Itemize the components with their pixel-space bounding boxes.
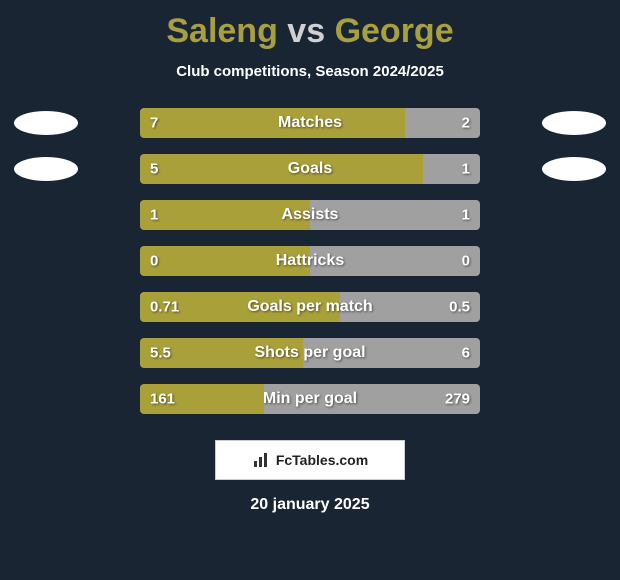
- team-logo-right: [542, 157, 606, 181]
- stat-label: Shots per goal: [140, 344, 480, 362]
- stats-rows-container: 7Matches25Goals11Assists10Hattricks00.71…: [0, 100, 620, 422]
- date-label: 20 january 2025: [0, 496, 620, 514]
- team-logo-right: [542, 111, 606, 135]
- stat-value-right: 6: [462, 345, 470, 362]
- vs-label: vs: [287, 12, 325, 50]
- stat-row: 0.71Goals per match0.5: [0, 284, 620, 330]
- stat-bar: 5Goals1: [140, 154, 480, 184]
- stat-bar: 161Min per goal279: [140, 384, 480, 414]
- credit-text: FcTables.com: [276, 452, 368, 468]
- stat-label: Matches: [140, 114, 480, 132]
- season-subtitle: Club competitions, Season 2024/2025: [0, 63, 620, 80]
- stat-row: 7Matches2: [0, 100, 620, 146]
- player-left-name: Saleng: [166, 12, 277, 50]
- stat-row: 0Hattricks0: [0, 238, 620, 284]
- stat-label: Goals: [140, 160, 480, 178]
- stat-value-right: 0.5: [449, 299, 470, 316]
- stat-bar: 1Assists1: [140, 200, 480, 230]
- stat-value-right: 1: [462, 161, 470, 178]
- stat-value-right: 1: [462, 207, 470, 224]
- chart-icon: [252, 451, 270, 469]
- stat-value-right: 279: [445, 391, 470, 408]
- team-logo-left: [14, 111, 78, 135]
- credit-box: FcTables.com: [215, 440, 405, 480]
- stat-value-right: 2: [462, 115, 470, 132]
- stat-bar: 0.71Goals per match0.5: [140, 292, 480, 322]
- stat-bar: 5.5Shots per goal6: [140, 338, 480, 368]
- player-right-name: George: [335, 12, 454, 50]
- stat-bar: 0Hattricks0: [140, 246, 480, 276]
- stat-label: Assists: [140, 206, 480, 224]
- stat-row: 5Goals1: [0, 146, 620, 192]
- stat-row: 5.5Shots per goal6: [0, 330, 620, 376]
- stat-label: Goals per match: [140, 298, 480, 316]
- stat-bar: 7Matches2: [140, 108, 480, 138]
- stat-value-right: 0: [462, 253, 470, 270]
- stat-label: Min per goal: [140, 390, 480, 408]
- stat-row: 161Min per goal279: [0, 376, 620, 422]
- comparison-title: Saleng vs George: [0, 0, 620, 55]
- team-logo-left: [14, 157, 78, 181]
- stat-row: 1Assists1: [0, 192, 620, 238]
- stat-label: Hattricks: [140, 252, 480, 270]
